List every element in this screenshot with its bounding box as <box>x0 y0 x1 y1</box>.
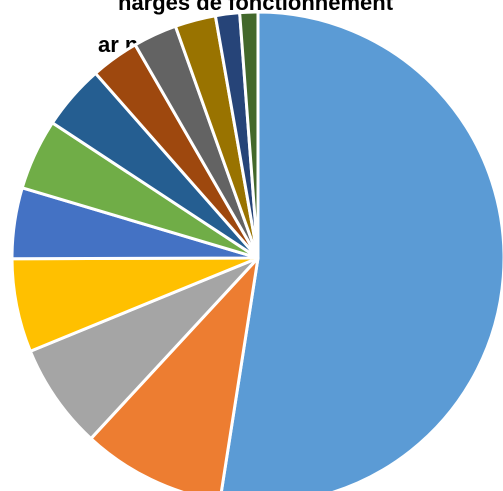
chart-title-line-1: harges de fonctionnement <box>118 0 394 15</box>
pie-slices <box>10 10 503 491</box>
pie-slice-2 <box>89 256 260 491</box>
pie-slice-12 <box>238 10 260 260</box>
pie-slice-1 <box>219 10 503 491</box>
pie-slice-3 <box>28 256 260 441</box>
